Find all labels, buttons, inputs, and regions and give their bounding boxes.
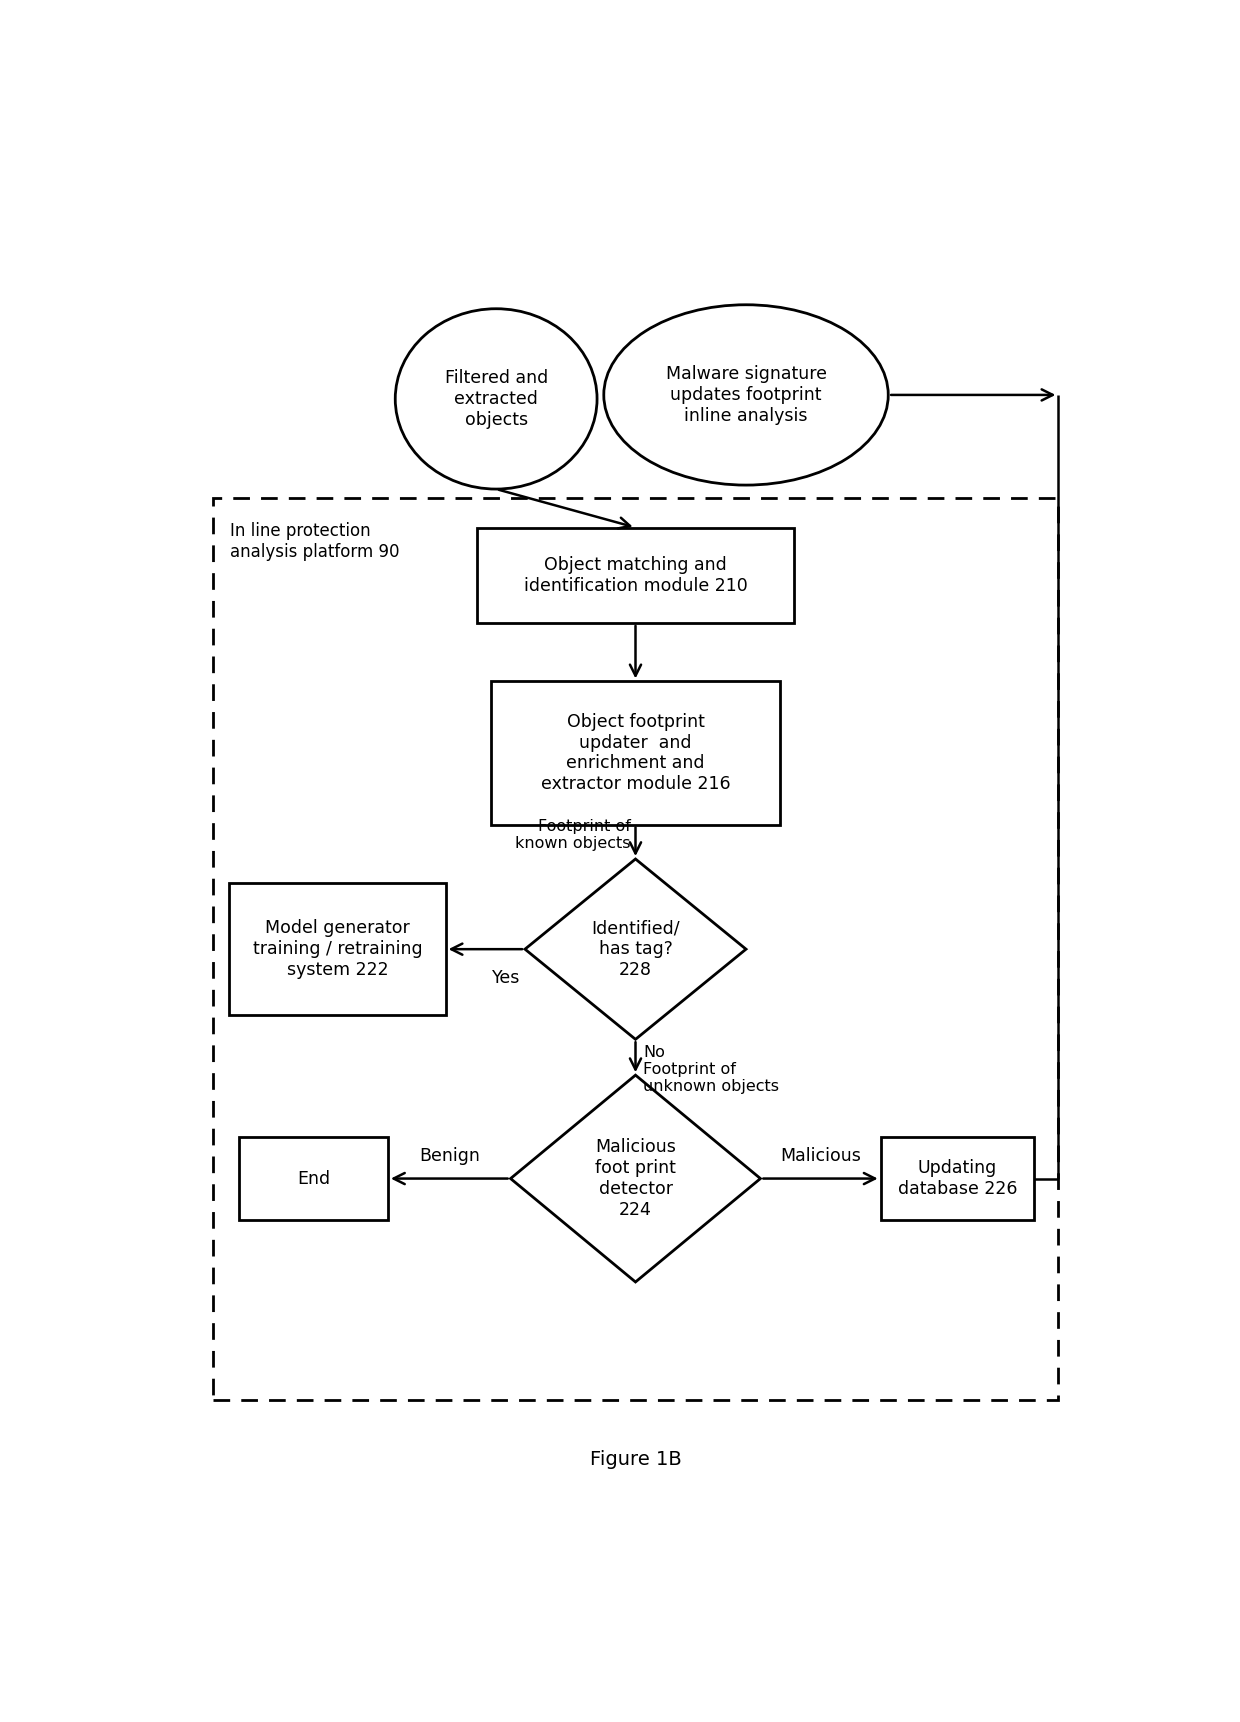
Text: Model generator
training / retraining
system 222: Model generator training / retraining sy…	[253, 920, 423, 980]
Text: Yes: Yes	[492, 969, 521, 987]
Text: Malware signature
updates footprint
inline analysis: Malware signature updates footprint inli…	[666, 365, 827, 425]
Bar	[213, 498, 1058, 1400]
Text: Malicious
foot print
detector
224: Malicious foot print detector 224	[595, 1138, 676, 1219]
Bar	[880, 1138, 1034, 1219]
Bar	[477, 527, 794, 623]
Text: Object footprint
updater  and
enrichment and
extractor module 216: Object footprint updater and enrichment …	[541, 713, 730, 794]
Text: End: End	[298, 1169, 330, 1188]
Text: Figure 1B: Figure 1B	[590, 1450, 681, 1469]
Text: No
Footprint of
unknown objects: No Footprint of unknown objects	[644, 1045, 779, 1095]
Polygon shape	[511, 1075, 760, 1281]
Text: Object matching and
identification module 210: Object matching and identification modul…	[523, 556, 748, 594]
Polygon shape	[525, 859, 746, 1040]
Text: In line protection
analysis platform 90: In line protection analysis platform 90	[229, 522, 399, 561]
Bar	[229, 883, 445, 1016]
Text: Malicious: Malicious	[780, 1147, 861, 1166]
Text: Identified/
has tag?
228: Identified/ has tag? 228	[591, 920, 680, 980]
Text: Footprint of
known objects: Footprint of known objects	[515, 820, 631, 851]
Text: Updating
database 226: Updating database 226	[898, 1159, 1017, 1199]
Text: Benign: Benign	[419, 1147, 480, 1166]
Ellipse shape	[604, 305, 888, 486]
Bar	[491, 682, 780, 825]
Ellipse shape	[396, 308, 596, 489]
Text: Filtered and
extracted
objects: Filtered and extracted objects	[444, 369, 548, 429]
Bar	[239, 1138, 388, 1219]
